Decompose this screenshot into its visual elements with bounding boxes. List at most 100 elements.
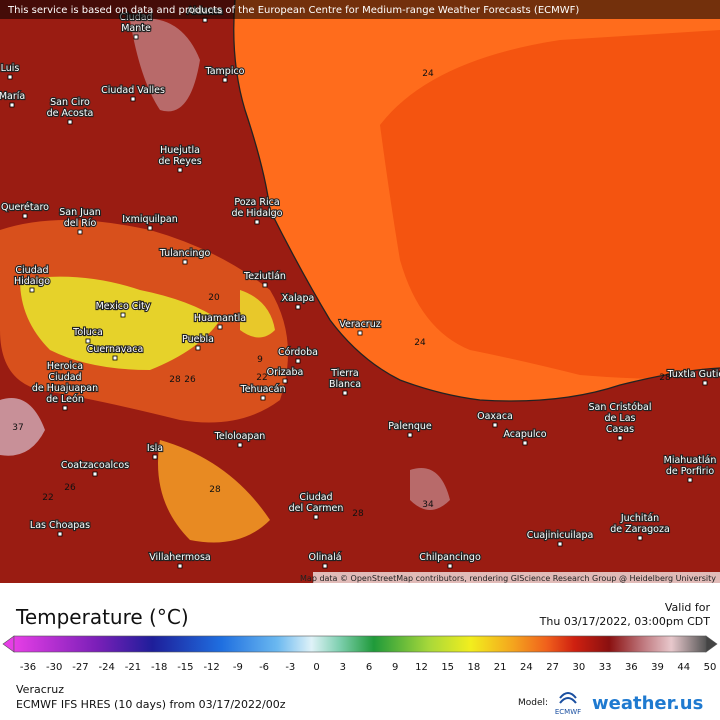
contour-label: 28 <box>169 375 181 385</box>
legend: Temperature (°C) Valid for Thu 03/17/202… <box>2 601 718 716</box>
city-label: Querétaro <box>1 202 49 213</box>
contour-label: 26 <box>64 483 76 493</box>
cool-mountain <box>130 18 200 112</box>
colorbar-tick-label: 27 <box>546 662 559 673</box>
city-label: Huamantla <box>194 313 246 324</box>
city-dot <box>29 287 35 293</box>
city-dot <box>637 535 643 541</box>
city-label: Heroica <box>47 361 83 372</box>
warm-valley <box>20 276 220 370</box>
city-dot <box>177 563 183 569</box>
city-label: Miahuatlán <box>664 455 717 466</box>
attribution-bg <box>313 572 720 583</box>
city-label: Xalapa <box>282 293 315 304</box>
city-label: Tampico <box>204 66 244 77</box>
city-label: Córdoba <box>278 347 318 358</box>
city-label: Coatzacoalcos <box>61 460 129 471</box>
contour-label: 37 <box>12 423 23 433</box>
city-dot <box>85 338 91 344</box>
city-label: Las Choapas <box>30 520 90 531</box>
map: AldamaCiudadManteTampicoCiudad VallesSan… <box>0 0 720 583</box>
notice: This service is based on data and produc… <box>7 5 579 16</box>
city-dot <box>9 102 15 108</box>
city-dot <box>77 229 83 235</box>
city-label: Juchitán <box>620 513 659 524</box>
city-dot <box>702 380 708 386</box>
colorbar-tick-label: 9 <box>392 662 398 673</box>
colorbar-tick-label: 44 <box>677 662 690 673</box>
city-label: de Acosta <box>47 108 94 119</box>
city-label: Villahermosa <box>149 552 210 563</box>
city-label: de Las <box>605 413 636 424</box>
location: Veracruz <box>16 683 64 696</box>
city-dot <box>557 541 563 547</box>
city-label: de Huajuapan <box>32 383 98 394</box>
city-dot <box>147 225 153 231</box>
city-dot <box>260 395 266 401</box>
model-run: ECMWF IFS HRES (10 days) from 03/17/2022… <box>16 698 286 711</box>
valid-label: Valid for <box>665 601 711 614</box>
city-label: María <box>0 91 25 102</box>
colorbar <box>13 635 707 653</box>
city-label: Toluca <box>72 327 103 338</box>
city-label: Mexico City <box>96 301 151 312</box>
colorbar-tick-label: 3 <box>340 662 346 673</box>
city-dot <box>62 405 68 411</box>
city-label: Veracruz <box>339 319 380 330</box>
city-label: Acapulco <box>503 429 546 440</box>
city-label: Ciudad <box>15 265 48 276</box>
colorbar-tick-label: 30 <box>572 662 585 673</box>
city-label: Tierra <box>330 368 358 379</box>
city-label: Huejutla <box>160 145 200 156</box>
city-dot <box>195 345 201 351</box>
city-label: Tehuacán <box>240 384 286 395</box>
city-dot <box>322 563 328 569</box>
colorbar-tick-label: 39 <box>651 662 664 673</box>
brand: weather.us <box>592 693 703 714</box>
warm-valley <box>158 440 270 543</box>
city-label: Ciudad <box>299 492 332 503</box>
city-dot <box>112 355 118 361</box>
city-label: Olinalá <box>308 552 341 563</box>
valid-time: Thu 03/17/2022, 03:00pm CDT <box>539 615 711 628</box>
contour-label: 28 <box>209 485 221 495</box>
city-dot <box>522 440 528 446</box>
colorbar-tick-label: 50 <box>704 662 717 673</box>
colorbar-tick-label: 33 <box>599 662 612 673</box>
colorbar-tick-label: 6 <box>366 662 372 673</box>
city-label: Cuernavaca <box>87 344 144 355</box>
colorbar-tick-label: -12 <box>203 662 219 673</box>
city-label: Tuxtla Gutiérrez <box>666 369 720 380</box>
cool-mountain <box>0 398 45 456</box>
land <box>0 0 720 583</box>
city-label: Teziutlán <box>243 271 286 282</box>
colorbar-tick-label: -18 <box>151 662 167 673</box>
contour-label: 24 <box>422 69 434 79</box>
city-label: de Porfirio <box>666 466 715 477</box>
city-label: Isla <box>147 443 163 454</box>
colorbar-high <box>705 635 718 653</box>
contour-label: 22 <box>256 373 267 383</box>
city-dot <box>237 442 243 448</box>
colorbar-tick-label: 12 <box>415 662 428 673</box>
colorbar-tick-label: -27 <box>72 662 88 673</box>
ecmwf-icon <box>559 692 577 704</box>
city-label: Orizaba <box>267 367 304 378</box>
city-label: Mante <box>121 23 151 34</box>
city-dot <box>357 330 363 336</box>
city-label: San Ciro <box>50 97 90 108</box>
city-label: Ciudad <box>48 372 81 383</box>
contour-label: 9 <box>257 355 263 365</box>
attribution: Map data © OpenStreetMap contributors, r… <box>300 574 716 583</box>
colorbar-tick-label: -30 <box>46 662 62 673</box>
city-label: Ciudad Valles <box>101 85 165 96</box>
model-logo: ECMWF <box>555 708 581 716</box>
city-dot <box>295 304 301 310</box>
contour-label: 28 <box>659 373 671 383</box>
colorbar-low <box>2 635 15 653</box>
city-label: del Carmen <box>289 503 344 514</box>
city-dot <box>254 219 260 225</box>
city-label: Cuajinicuilapa <box>527 530 594 541</box>
colorbar-tick-label: 21 <box>494 662 507 673</box>
city-dot <box>22 213 28 219</box>
